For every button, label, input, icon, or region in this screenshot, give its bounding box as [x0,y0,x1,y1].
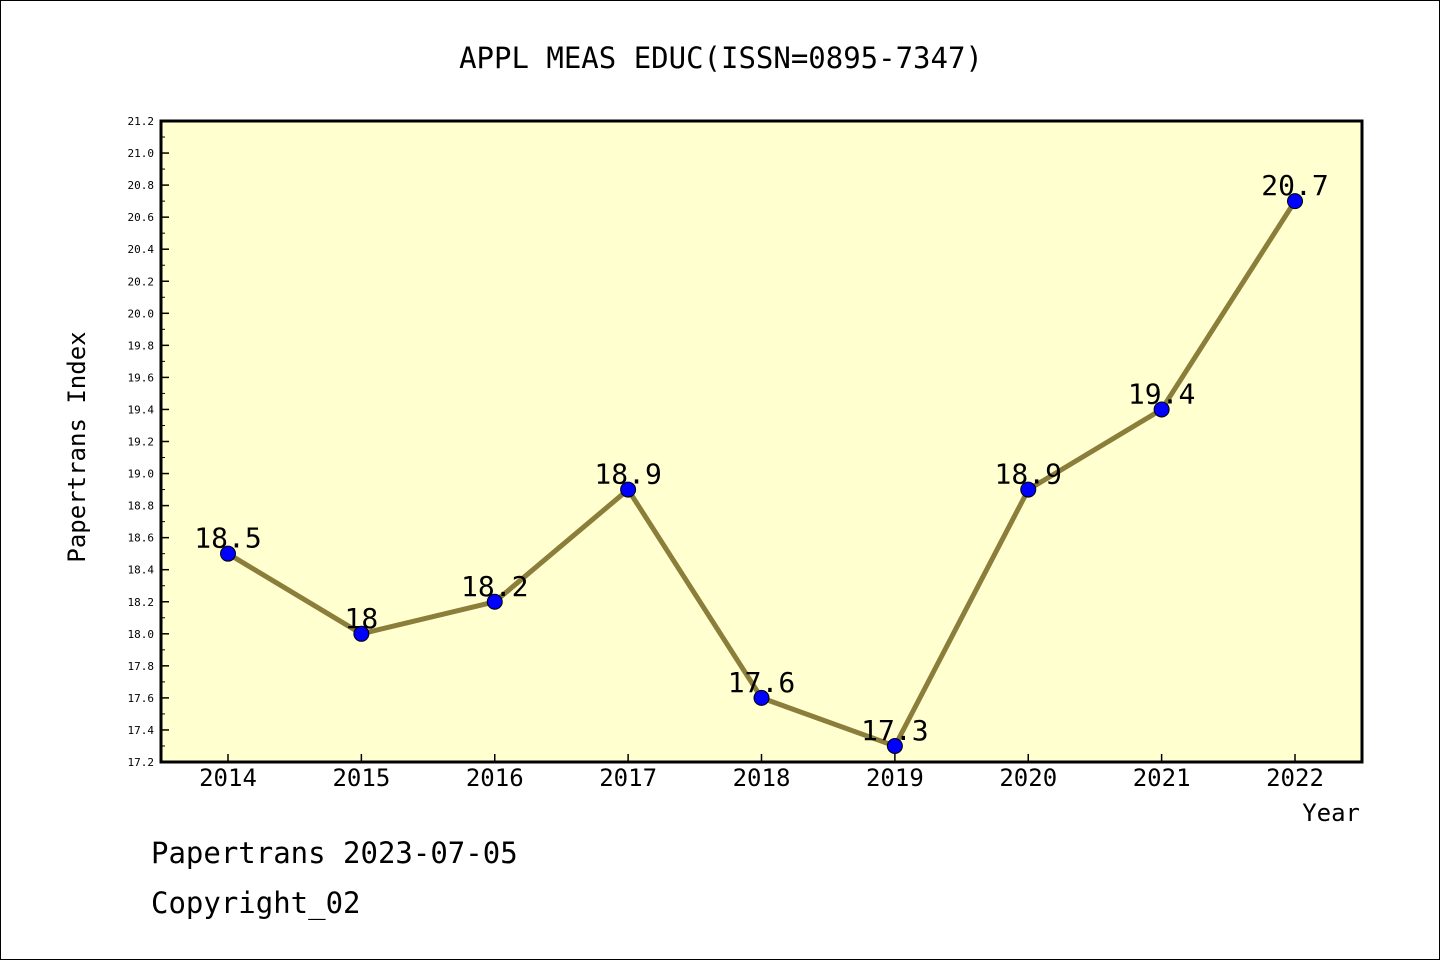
y-tick-label: 18.6 [128,532,155,545]
data-labels: 18.5 18 18.2 18.9 17.6 17.3 18.9 19.4 20.7 [194,169,1328,747]
data-point [1020,481,1037,498]
data-points [220,193,1303,754]
data-label: 18.9 [594,458,661,491]
data-label: 17.3 [861,714,928,747]
y-tick-label: 20.0 [128,307,155,320]
x-tick-label: 2016 [466,764,524,792]
x-tick-label: 2014 [199,764,257,792]
x-tick-label: 2019 [866,764,924,792]
y-tick-label: 18.8 [128,500,155,513]
data-point [1153,401,1170,418]
data-point [353,625,370,642]
x-axis-title: Year [1302,799,1360,827]
x-tick-label: 2017 [599,764,657,792]
data-label: 18.5 [194,522,261,555]
y-tick-label: 19.8 [128,339,155,352]
y-tick-label: 21.0 [128,147,155,160]
y-tick-label: 17.4 [128,724,155,737]
y-axis-ticks: 17.2 17.4 17.6 17.8 18.0 18.2 18.4 18.6 18.8 19.0… [128,115,169,769]
y-tick-label: 18.2 [128,596,155,609]
data-point [220,545,236,562]
data-point [486,593,503,610]
footer-copyright: Copyright_02 [151,886,361,920]
data-label: 18 [345,602,379,635]
y-tick-label: 20.4 [128,243,155,256]
y-tick-label: 19.0 [128,468,155,481]
y-tick-label: 20.6 [128,211,155,224]
y-tick-label: 17.2 [128,756,155,769]
x-tick-label: 2022 [1266,764,1324,792]
x-tick-label: 2021 [1133,764,1191,792]
y-tick-label: 17.8 [128,660,155,673]
y-tick-label: 21.2 [128,115,155,128]
data-label: 18.2 [461,570,528,603]
data-point [620,481,637,498]
plot-border [159,119,1364,764]
data-label: 17.6 [728,666,795,699]
data-point [1287,193,1303,210]
data-point [886,737,903,754]
x-tick-label: 2015 [332,764,390,792]
y-tick-label: 19.4 [128,403,155,416]
x-tick-label: 2018 [733,764,791,792]
footer-date: Papertrans 2023-07-05 [151,836,518,870]
data-point [753,689,770,706]
x-axis-ticks: 2014 2015 2016 2017 2018 2019 2020 2021 2022 [199,754,1324,792]
y-tick-label: 19.6 [128,371,155,384]
x-tick-label: 2020 [999,764,1057,792]
y-tick-label: 20.2 [128,275,155,288]
y-tick-label: 17.6 [128,692,155,705]
y-tick-label: 20.8 [128,179,155,192]
data-label: 19.4 [1128,377,1195,410]
y-axis-title: Papertrans Index [63,331,91,562]
data-label: 18.9 [995,458,1062,491]
y-tick-label: 18.4 [128,564,155,577]
chart-title: APPL MEAS EDUC(ISSN=0895-7347) [459,41,983,75]
y-tick-label: 18.0 [128,628,155,641]
y-tick-label: 19.2 [128,436,155,449]
plot-area [161,121,1362,762]
data-label: 20.7 [1261,169,1328,202]
